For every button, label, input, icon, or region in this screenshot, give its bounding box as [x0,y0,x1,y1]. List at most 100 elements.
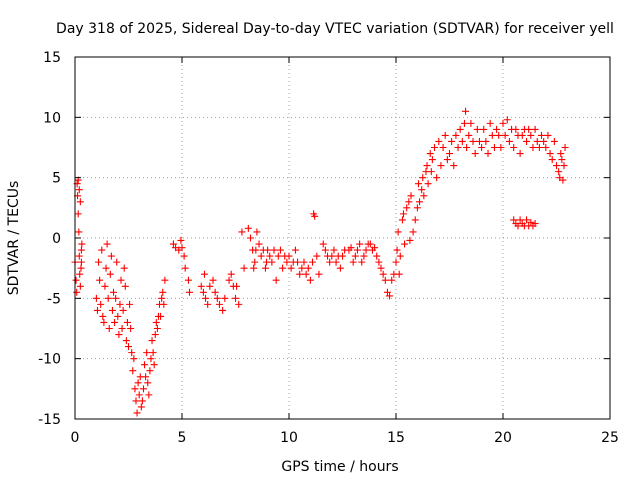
data-point [206,282,214,290]
data-point [304,264,312,272]
data-point [454,144,462,151]
data-point [306,276,314,284]
data-point [555,168,563,176]
y-tick-labels: -15 -10 -5 0 5 10 15 [38,50,61,428]
data-point [219,306,227,314]
data-point [121,282,129,290]
data-point [147,355,155,363]
data-point [134,379,142,387]
data-point [377,264,385,272]
data-point [371,244,379,252]
data-point [360,252,368,260]
data-point [287,264,295,272]
data-point [427,168,435,176]
data-point [311,212,319,220]
data-point [133,409,141,417]
data-point [181,264,189,272]
data-point [523,216,531,224]
data-point [471,150,479,158]
data-point [107,252,115,260]
data-point [213,294,221,302]
data-point [388,276,396,284]
data-point [161,276,169,284]
data-point [501,131,509,139]
data-points [71,107,569,417]
data-point [253,228,261,236]
data-point [128,349,136,357]
data-point [313,252,321,260]
data-point [510,216,518,224]
data-point [77,246,85,254]
data-point [529,144,537,151]
data-point [110,288,118,296]
data-point [544,131,552,139]
x-axis-label: GPS time / hours [281,459,398,475]
data-point [283,258,291,266]
data-point [115,331,123,339]
data-point [232,294,239,302]
data-point [366,240,374,248]
data-point [435,137,443,145]
data-point [153,325,161,332]
data-point [538,131,546,139]
data-point [75,186,83,194]
data-point [177,236,185,244]
data-point [142,373,150,381]
data-point [548,156,556,164]
data-point [76,198,84,206]
data-point [431,144,439,151]
data-point [76,270,84,278]
data-point [319,240,327,248]
data-point [512,125,520,133]
data-point [416,198,424,206]
data-point [560,162,568,170]
data-point [255,240,263,248]
data-point [531,125,539,133]
data-point [160,300,168,308]
data-point [125,343,132,351]
x-tick-label: 15 [387,430,405,446]
data-point [395,270,403,278]
data-point [426,150,434,158]
data-point [531,220,539,228]
data-point [516,150,524,158]
data-point [118,325,126,332]
data-point [144,379,152,387]
data-point [116,300,124,308]
y-tick-label: -5 [47,291,61,307]
data-point [486,119,494,127]
data-point [484,150,492,158]
data-point [131,385,139,393]
grid-lines [75,57,610,419]
data-point [77,264,85,272]
chart-title: Day 318 of 2025, Sidereal Day-to-day VTE… [56,21,614,37]
data-point [150,361,158,369]
data-point [100,318,108,326]
data-point [96,276,104,284]
data-point [527,131,535,139]
data-point [272,276,280,284]
y-axis-label: SDTVAR / TECUs [6,181,22,296]
x-tick-label: 25 [601,430,619,446]
data-point [145,391,153,399]
data-point [75,252,83,260]
data-point [261,264,269,272]
data-point [336,264,344,272]
data-point [209,276,217,284]
data-point [358,258,366,266]
data-point [516,216,524,224]
data-point [104,294,112,302]
y-tick-label: -10 [38,352,61,368]
data-point [117,276,125,284]
data-point [398,216,406,224]
data-point [101,282,109,290]
y-tick-label: 10 [43,110,61,126]
data-point [381,276,389,284]
data-point [233,282,241,290]
data-point [98,246,106,254]
data-point [330,246,338,254]
data-point [298,264,306,272]
data-point [523,137,531,145]
data-point [108,306,116,314]
